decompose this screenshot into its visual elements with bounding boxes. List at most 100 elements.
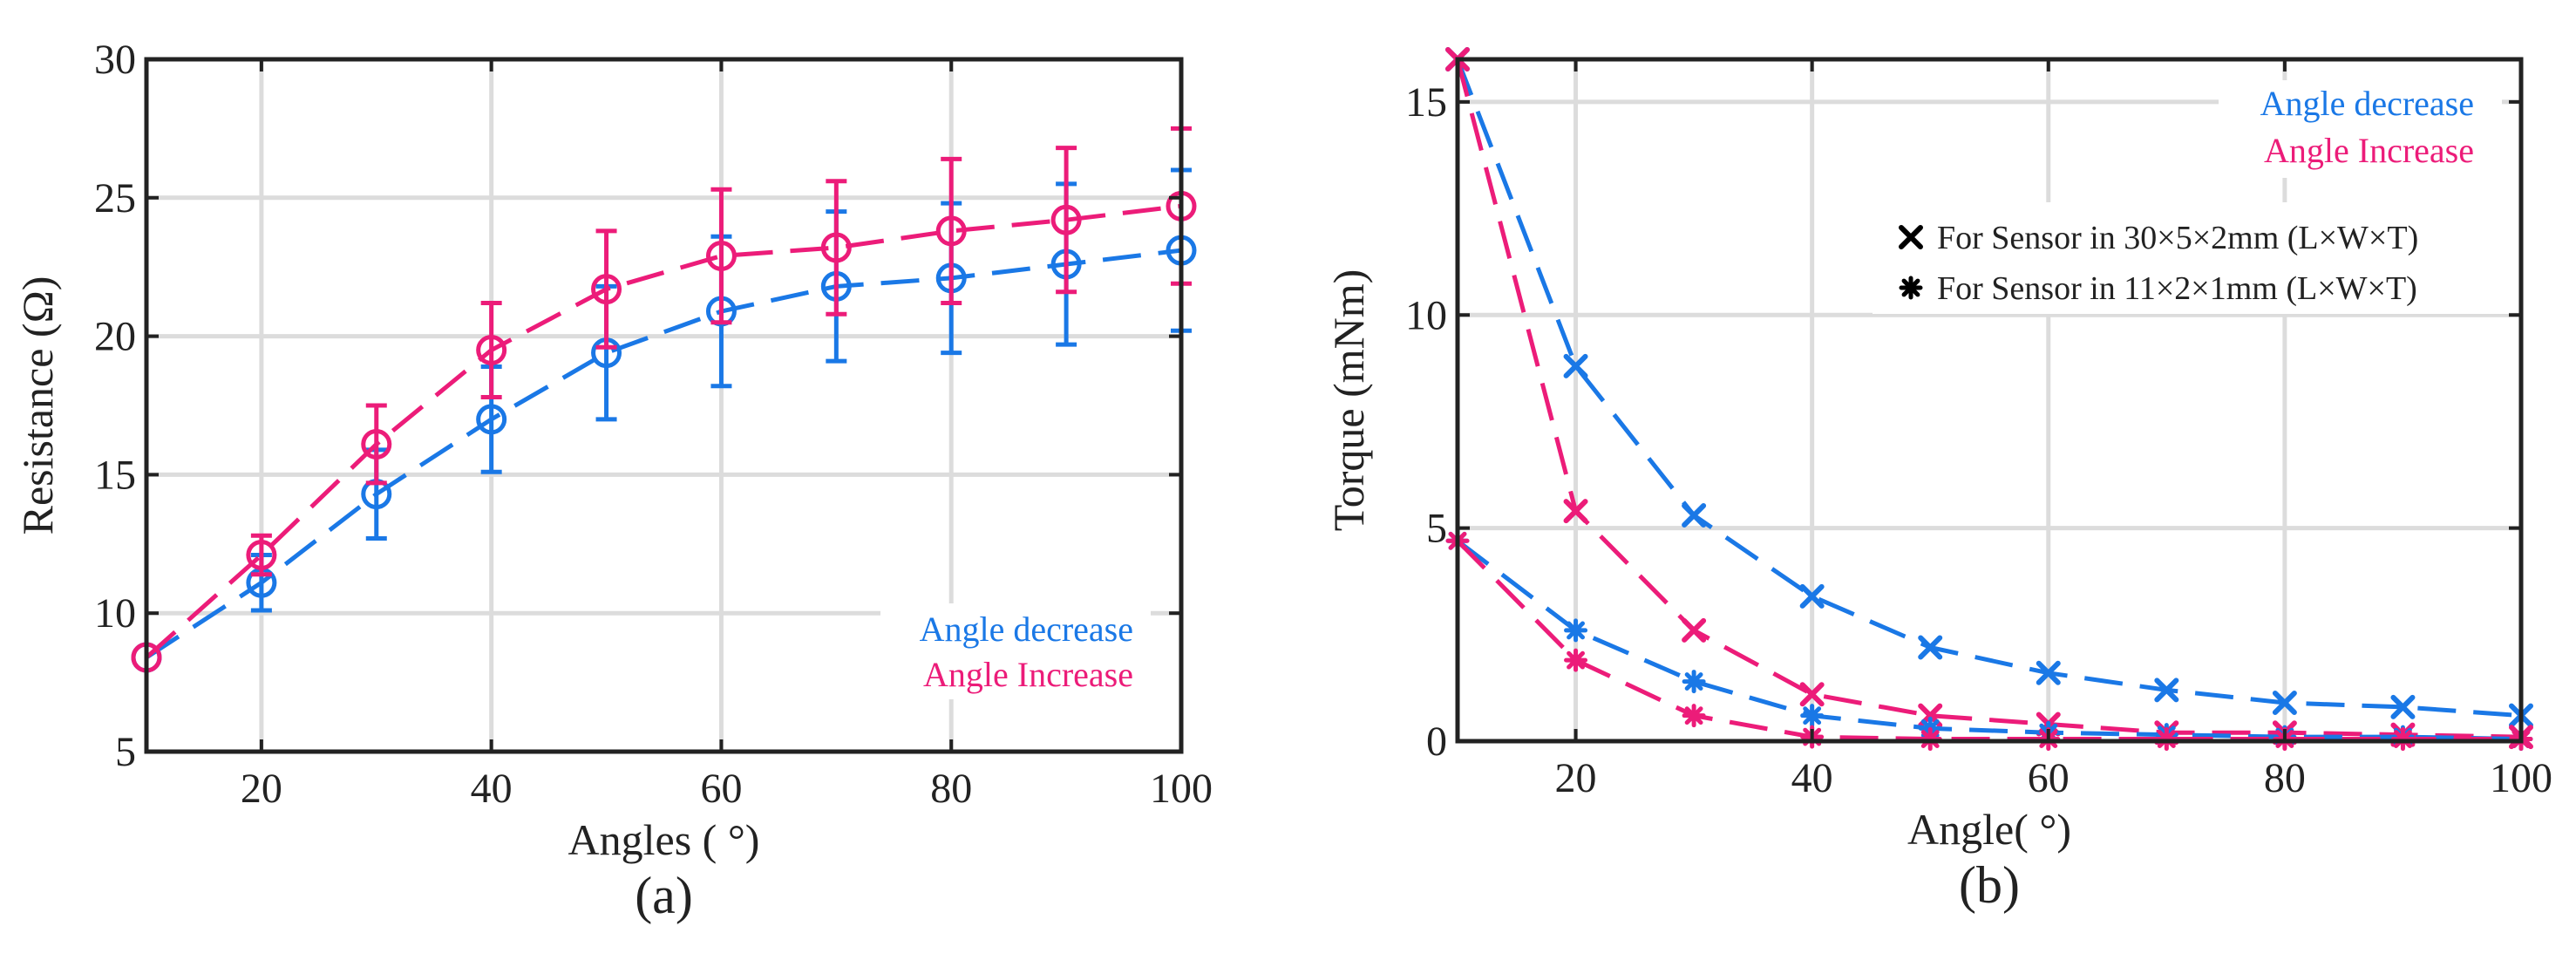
panel-b-series-2 [1445, 528, 2533, 752]
panel-a-y-axis-label: Resistance (Ω) [13, 276, 62, 535]
panel-a-ytick-label: 10 [94, 590, 136, 637]
panel-b-legend-marker-box [1873, 202, 2509, 314]
panel-b-ytick-label: 10 [1405, 292, 1447, 338]
panel-b-series-3-point-shape [1564, 648, 1588, 672]
panel-a-xtick-label: 80 [930, 766, 972, 812]
panel-a-xtick-label: 20 [241, 766, 282, 812]
panel-a-series-1-point [820, 232, 852, 263]
panel-b-series-2-line [1456, 539, 2522, 742]
panel-a-legend-entry-1: Angle Increase [923, 655, 1133, 694]
panel-b-series-0-point [2390, 694, 2416, 719]
panel-b-series-2-point [1800, 704, 1825, 728]
panel-b-y-axis-label: Torque (mNm) [1324, 269, 1373, 532]
panel-b-series-3-point [1564, 648, 1588, 672]
panel-b-series-3-point [1682, 704, 1706, 728]
panel-a-series-1-point-shape [820, 232, 852, 263]
panel-b-xtick-label: 80 [2264, 755, 2306, 801]
panel-a-series-1-point [1050, 204, 1082, 235]
panel-a-series-1-point [361, 428, 392, 460]
panel-a-series [131, 126, 1197, 673]
panel-a-series-1-line [145, 203, 1182, 659]
panel-b-x-axis-label: Angle( °) [1907, 805, 2071, 854]
panel-b-xtick-label: 60 [2028, 755, 2070, 801]
panel-a-series-1-errorbar [1056, 146, 1077, 295]
panel-b-series-0-point [2272, 691, 2297, 716]
panel-a-ticks: 20 40 60 80 100 5 10 15 20 25 30 [94, 37, 1213, 812]
panel-a-legend: Angle decrease Angle Increase [880, 603, 1151, 699]
panel-a-series-0-line [145, 248, 1182, 660]
panel-a-xtick-label: 40 [471, 766, 513, 812]
panel-a-ytick-label: 30 [94, 37, 136, 83]
panel-a-series-1-point [246, 540, 277, 571]
panel-a-series-1-errorbar [595, 228, 617, 350]
panel-b-series-0-point-shape [1563, 353, 1588, 378]
panel-a-series-1-errorbar [480, 300, 502, 399]
panel-b-series-0-point [1918, 635, 1943, 660]
panel-a-x-axis-label: Angles ( °) [568, 815, 760, 864]
panel-a-ytick-label: 20 [94, 314, 136, 360]
panel-b-series-2-point-shape [1564, 618, 1588, 643]
panel-b-legend-marker-1-shape [1899, 276, 1923, 300]
panel-a-series-1-errorbar-stroke [1056, 146, 1077, 295]
panel-b-ytick-label: 5 [1426, 506, 1447, 552]
panel-b-series-0-point [2036, 660, 2061, 685]
panel-a-series-1 [131, 126, 1197, 673]
panel-b-ytick-label: 0 [1426, 718, 1447, 765]
panel-b-series-3-point-shape [1682, 704, 1706, 728]
panel-b-legend-color-entry-1: Angle Increase [2264, 131, 2474, 170]
panel-b-legend-marker-1 [1899, 276, 1923, 300]
panel-b-label: (b) [1959, 856, 2020, 914]
panel-a-series-1-errorbar-stroke [595, 228, 617, 350]
panel-b-ticks: 20 40 60 80 100 0 5 10 15 [1405, 59, 2552, 801]
panel-a-series-1-errorbar [826, 179, 847, 317]
panel-b-series-0-point-shape [1682, 502, 1707, 528]
panel-a-xtick-label: 100 [1150, 766, 1213, 812]
panel-b-series-3 [1445, 528, 2533, 752]
panel-a-ytick-label: 5 [115, 729, 136, 775]
panel-b-series-0-point-shape [2036, 660, 2061, 685]
panel-a-series-1-point-shape [476, 334, 507, 365]
panel-b-series-0-point-shape [1799, 583, 1825, 609]
panel-a-series-1-point-shape [361, 428, 392, 460]
panel-b-ytick-label: 15 [1405, 79, 1447, 126]
panel-b-series-1-point-shape [1682, 617, 1707, 643]
panel-a-series-0 [131, 167, 1197, 673]
panel-b-legend-marker-0-shape [1899, 225, 1923, 249]
panel-a-ytick-label: 15 [94, 452, 136, 498]
panel-a-series-1-point [705, 240, 737, 271]
panel-b-xtick-label: 20 [1555, 755, 1597, 801]
panel-b-series-0-point [1682, 502, 1707, 528]
panel-a-series-1-point-shape [705, 240, 737, 271]
panel-b-legend-marker-0 [1899, 225, 1923, 249]
panel-a-series-1-point-shape [1050, 204, 1082, 235]
panel-b-plot-frame [1455, 57, 2524, 744]
panel-a-series-1-errorbar-stroke [941, 156, 962, 305]
panel-a-series-1-point [476, 334, 507, 365]
panel-a-series-1-errorbar [365, 403, 387, 486]
panel-a-series-1-point [591, 274, 622, 305]
panel-a-series-1-errorbar-stroke [365, 403, 387, 486]
panel-b-legend-marker-label-1: For Sensor in 11×2×1mm (L×W×T) [1937, 270, 2417, 307]
panel-a-legend-box [880, 603, 1151, 699]
panel-a-series-1-point-shape [935, 215, 967, 247]
panel-b-series-1-line [1455, 58, 2522, 739]
panel-a-series-1-point [935, 215, 967, 247]
panel-b-legend-marker-label-0: For Sensor in 30×5×2mm (L×W×T) [1937, 220, 2418, 256]
panel-b-series-1-point [1563, 499, 1588, 524]
panel-a-series-1-errorbar-stroke [710, 187, 732, 325]
panel-b-series-2-point-shape [1800, 704, 1825, 728]
panel-b-series-1-point-shape [1563, 499, 1588, 524]
panel-b-series-0-point-shape [2272, 691, 2297, 716]
panel-b-xtick-label: 40 [1791, 755, 1833, 801]
panel-a-series-1-errorbar-stroke [480, 300, 502, 399]
panel-a-series-1-point-shape [591, 274, 622, 305]
panel-a-ytick-label: 25 [94, 175, 136, 221]
panel-b-series-0-point-shape [2154, 678, 2179, 703]
panel-b-series-0-point-shape [2390, 694, 2416, 719]
panel-b-series-2-point [1682, 670, 1706, 694]
panel-b: 20 40 60 80 100 0 5 10 15 Angle decrease Angle In… [1324, 47, 2552, 914]
panel-b-series-0-point-shape [1918, 635, 1943, 660]
panel-b-series-1-point [1799, 682, 1825, 707]
panel-a-series-0-point-shape [476, 404, 507, 435]
